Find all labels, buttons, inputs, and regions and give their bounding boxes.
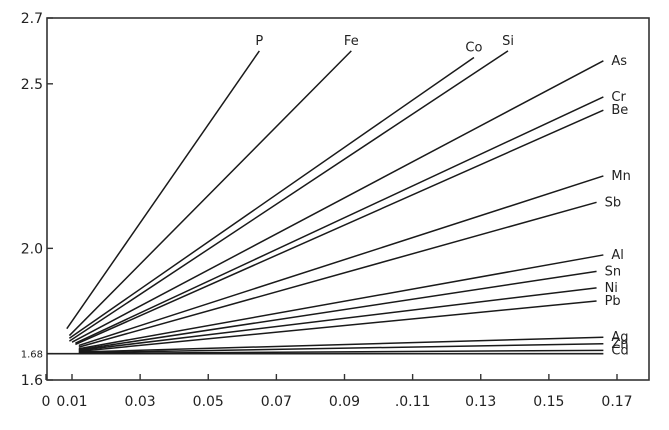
x-tick-label: 0.15 bbox=[533, 394, 564, 410]
series-line-as bbox=[71, 60, 604, 343]
series-line-fe bbox=[68, 50, 352, 337]
series-lines bbox=[47, 50, 604, 355]
series-label-al: Al bbox=[611, 248, 624, 263]
series-line-pb bbox=[78, 300, 597, 353]
series-label-cd: Cd bbox=[611, 343, 628, 358]
series-label-fe: Fe bbox=[344, 34, 359, 49]
x-tick-label: 0.13 bbox=[465, 394, 496, 410]
series-label-p: P bbox=[255, 34, 263, 49]
series-line-p bbox=[66, 50, 260, 330]
x-tick-label: .0.11 bbox=[395, 394, 431, 410]
series-label-sb: Sb bbox=[605, 195, 622, 210]
y-axis: 2.7 2.5 2.0 1.68 1.6 bbox=[21, 11, 53, 389]
x-tick-label: 0.07 bbox=[261, 394, 292, 410]
series-line-sb bbox=[78, 201, 597, 348]
series-label-si: Si bbox=[502, 34, 514, 49]
y-tick-label: 2.7 bbox=[21, 11, 43, 27]
x-tick-label: 0.09 bbox=[329, 394, 360, 410]
series-line-si bbox=[68, 50, 509, 342]
x-tick-label: 0.05 bbox=[193, 394, 224, 410]
x-tick-label: 0.01 bbox=[56, 394, 87, 410]
series-line-cd bbox=[78, 349, 604, 355]
series-label-be: Be bbox=[611, 103, 628, 118]
series-label-sn: Sn bbox=[605, 264, 622, 279]
series-label-ag: Ag bbox=[611, 330, 628, 345]
series-line-co bbox=[68, 56, 475, 339]
y-tick-label: 2.5 bbox=[21, 77, 43, 93]
series-label-cr: Cr bbox=[611, 90, 626, 105]
plot-frame bbox=[46, 17, 650, 381]
x-axis: 0 0.01 0.03 0.05 0.07 0.09 .0.11 0.13 0.15 0.17 bbox=[42, 374, 633, 410]
series-label-mn: Mn bbox=[611, 169, 630, 184]
y-tick-label: 2.0 bbox=[21, 241, 43, 257]
series-line-mn bbox=[78, 175, 604, 347]
x-tick-label: 0 bbox=[42, 394, 51, 410]
y-tick-label: 1.6 bbox=[21, 373, 43, 389]
series-label-zn: Zn bbox=[611, 337, 628, 352]
series-label-as: As bbox=[611, 54, 627, 69]
series-line-ag bbox=[78, 336, 604, 353]
series-line-sn bbox=[78, 270, 597, 351]
series-line-cr bbox=[75, 96, 604, 344]
y-tick-label: 1.68 bbox=[21, 350, 43, 361]
series-label-co: Co bbox=[465, 40, 482, 55]
series-line-be bbox=[75, 109, 604, 346]
x-tick-label: 0.03 bbox=[125, 394, 156, 410]
series-label-pb: Pb bbox=[605, 294, 621, 309]
series-line-zn bbox=[78, 343, 604, 354]
series-line-ni bbox=[78, 287, 597, 352]
x-tick-label: 0.17 bbox=[601, 394, 632, 410]
series-label-ni: Ni bbox=[605, 281, 618, 296]
series-line-al bbox=[78, 254, 604, 350]
